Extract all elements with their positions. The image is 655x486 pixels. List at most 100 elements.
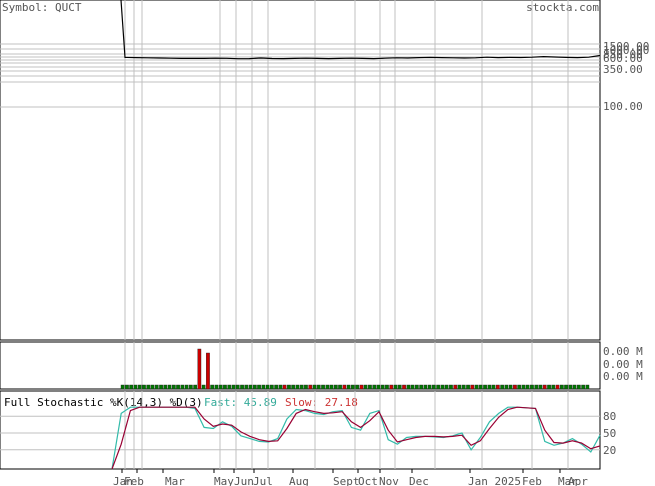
volume-bar xyxy=(368,384,372,390)
price-ytick-label: 1500.00 xyxy=(603,40,649,53)
price-ytick-label: 850.00 xyxy=(603,48,643,61)
volume-bar xyxy=(329,384,334,390)
volume-bar xyxy=(129,384,133,390)
volume-bar xyxy=(223,384,227,390)
volume-bar xyxy=(184,384,189,390)
x-tick-label: Aug xyxy=(289,475,309,486)
volume-bar xyxy=(457,384,462,390)
volume-bar xyxy=(547,384,551,390)
price-frame xyxy=(0,0,601,341)
x-tick-label: Oct xyxy=(358,475,378,486)
stochastic-ytick-label: 80 xyxy=(603,410,616,423)
volume-bar xyxy=(218,384,223,390)
x-tick-label: May xyxy=(214,475,234,486)
volume-bar xyxy=(163,384,168,390)
volume-bar xyxy=(406,384,411,390)
volume-bar xyxy=(449,384,453,390)
volume-bar xyxy=(308,384,313,390)
volume-bar xyxy=(521,384,526,390)
volume-bar xyxy=(150,384,155,390)
volume-bar xyxy=(325,384,330,390)
volume-bar xyxy=(210,384,214,390)
volume-bar xyxy=(171,384,176,390)
slow-line xyxy=(111,406,601,470)
volume-bar xyxy=(363,384,368,390)
volume-bar xyxy=(316,384,321,390)
volume-bar xyxy=(542,384,547,390)
volume-bar xyxy=(577,384,581,390)
volume-ytick-label: 0.00 M xyxy=(603,370,643,383)
volume-bar xyxy=(270,384,274,390)
volume-bar xyxy=(402,384,406,390)
volume-bar xyxy=(120,384,125,390)
volume-bar xyxy=(491,384,496,390)
volume-bar xyxy=(274,384,278,390)
volume-bar xyxy=(376,384,381,390)
x-tick-label: Nov xyxy=(379,475,399,486)
volume-bar xyxy=(304,384,308,390)
volume-bar xyxy=(508,384,513,390)
price-ytick-label: 350.00 xyxy=(603,63,643,76)
volume-ytick-label: 0.00 M xyxy=(603,358,643,371)
volume-bar xyxy=(235,384,240,390)
stochastic-frame xyxy=(0,390,601,470)
volume-bar xyxy=(312,384,317,390)
volume-bar xyxy=(517,384,521,390)
price-ytick-label: 100.00 xyxy=(603,100,643,113)
volume-bar xyxy=(487,384,492,390)
volume-bar xyxy=(227,384,232,390)
volume-bar xyxy=(261,384,266,390)
volume-bar xyxy=(355,384,359,390)
volume-bar xyxy=(321,384,325,390)
x-tick-label: Feb xyxy=(124,475,144,486)
volume-bar xyxy=(581,384,585,390)
volume-bar xyxy=(513,384,517,390)
volume-bar xyxy=(474,384,479,390)
volume-bar xyxy=(265,384,270,390)
volume-bar xyxy=(201,384,206,390)
volume-bar xyxy=(393,384,398,390)
volume-bar xyxy=(380,384,385,390)
volume-bar xyxy=(504,384,509,390)
x-tick-label: Jun xyxy=(234,475,254,486)
volume-bar xyxy=(231,384,236,390)
volume-bar xyxy=(244,384,249,390)
volume-bar xyxy=(440,384,445,390)
volume-bar xyxy=(478,384,483,390)
symbol-label: Symbol: QUCT xyxy=(2,1,82,14)
volume-bar xyxy=(338,384,342,390)
volume-bar xyxy=(252,384,257,390)
volume-bar xyxy=(248,384,253,390)
volume-bar xyxy=(206,352,210,390)
site-label: stockta.com xyxy=(526,1,599,14)
volume-bar xyxy=(167,384,172,390)
x-tick-label: Feb xyxy=(522,475,542,486)
volume-bar xyxy=(461,384,466,390)
price-ytick-label: 600.00 xyxy=(603,52,643,65)
volume-ytick-label: 0.00 M xyxy=(603,345,643,358)
volume-bar xyxy=(538,384,543,390)
x-tick-label: Jan 2025 xyxy=(468,475,521,486)
volume-bar xyxy=(154,384,159,390)
volume-bar xyxy=(359,384,364,390)
volume-bar xyxy=(427,384,432,390)
volume-bar xyxy=(419,384,423,390)
volume-bar xyxy=(560,384,564,390)
volume-bar xyxy=(410,384,415,390)
volume-bar xyxy=(530,384,534,390)
volume-panel: 0.00 M0.00 M0.00 M xyxy=(0,341,643,390)
volume-bar xyxy=(585,384,590,390)
volume-bar xyxy=(176,384,180,390)
volume-bar xyxy=(291,384,295,390)
volume-bar xyxy=(534,384,539,390)
volume-bar xyxy=(299,384,304,390)
volume-bar xyxy=(551,384,556,390)
volume-frame xyxy=(0,341,601,390)
volume-bar xyxy=(432,384,436,390)
volume-bar xyxy=(133,384,138,390)
stochastic-panel: Full Stochastic %K(14,3) %D(3) Fast: 45.… xyxy=(0,390,616,470)
volume-bar xyxy=(389,384,394,390)
